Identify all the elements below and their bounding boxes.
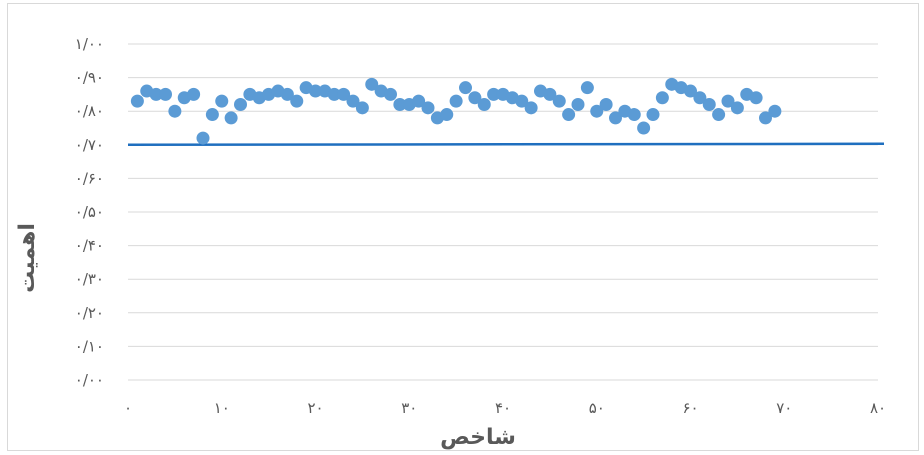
data-point <box>327 87 341 101</box>
y-tick-label: ۰/۲۰ <box>75 304 104 322</box>
data-point <box>224 111 238 125</box>
data-point <box>168 104 182 118</box>
data-point <box>477 97 491 111</box>
data-point <box>759 111 772 125</box>
x-tick-label: ۶۰ <box>682 399 698 417</box>
y-tick-labels: ۰/۰۰ ۰/۱۰ ۰/۲۰ ۰/۳۰ ۰/۴۰ ۰/۵۰ ۰/۶۰ ۰/۷۰ ۰/۸۰ ۰/۹۰… <box>75 35 104 389</box>
data-point <box>280 87 294 101</box>
data-point <box>355 101 369 115</box>
data-point <box>543 87 557 101</box>
data-point <box>421 101 435 115</box>
x-tick-label: ۸۰ <box>870 399 886 417</box>
y-tick-label: ۰/۱۰ <box>75 337 104 355</box>
data-point <box>149 87 163 101</box>
data-point <box>721 94 735 108</box>
x-tick-label: ۱۰ <box>214 399 230 417</box>
threshold-line <box>127 142 885 147</box>
data-point <box>749 91 763 105</box>
data-point <box>599 97 613 111</box>
data-point <box>449 94 463 108</box>
y-tick-label: ۰/۸۰ <box>75 102 104 120</box>
data-point <box>627 108 641 122</box>
y-tick-label: ۰/۳۰ <box>75 270 104 288</box>
data-point <box>459 81 472 95</box>
x-tick-label: ۳۰ <box>401 399 417 417</box>
data-point <box>637 121 651 135</box>
y-tick-label: ۰/۵۰ <box>75 203 104 221</box>
data-point <box>337 87 351 101</box>
data-point <box>646 108 660 122</box>
data-point <box>196 131 210 145</box>
data-point <box>590 104 604 118</box>
gridlines <box>128 43 878 381</box>
data-point <box>552 94 566 108</box>
data-point <box>768 104 782 118</box>
data-point <box>515 94 529 108</box>
data-point <box>655 91 669 105</box>
y-tick-label: ۰/۹۰ <box>75 69 104 87</box>
data-point <box>571 97 585 111</box>
data-point <box>393 97 407 111</box>
data-point <box>215 94 229 108</box>
y-axis-title: اهمیت <box>15 223 40 293</box>
threshold-line-path <box>127 142 885 147</box>
x-tick-label: ۲۰ <box>307 399 323 417</box>
data-point <box>609 111 622 125</box>
data-point <box>562 108 576 122</box>
data-point <box>684 84 697 98</box>
data-point <box>159 87 172 101</box>
y-tick-label: ۰/۷۰ <box>75 136 104 154</box>
data-point <box>487 87 501 101</box>
y-tick-label: ۰/۴۰ <box>75 237 104 255</box>
x-axis-title: شاخص <box>440 425 516 450</box>
data-point <box>365 77 379 91</box>
data-point <box>384 87 397 101</box>
y-tick-label: ۰/۰۰ <box>75 371 104 389</box>
data-point <box>693 91 707 105</box>
data-point <box>730 101 744 115</box>
x-tick-label: ۵۰ <box>589 399 605 417</box>
data-point <box>702 97 716 111</box>
data-point <box>412 94 426 108</box>
data-point <box>468 91 482 105</box>
x-tick-label: ۴۰ <box>495 399 511 417</box>
data-point <box>187 87 201 101</box>
data-point <box>205 108 219 122</box>
x-tick-label: ۷۰ <box>776 399 792 417</box>
y-tick-label: ۰/۶۰ <box>75 169 104 187</box>
data-point <box>309 84 322 98</box>
data-point <box>440 108 454 122</box>
data-point <box>524 101 538 115</box>
data-point <box>346 94 360 108</box>
data-points <box>130 77 782 145</box>
data-point <box>130 94 144 108</box>
data-point <box>290 94 304 108</box>
data-point <box>234 97 247 111</box>
x-tick-label: ۰ <box>124 399 132 417</box>
data-point <box>712 108 726 122</box>
x-tick-labels: ۰ ۱۰ ۲۰ ۳۰ ۴۰ ۵۰ ۶۰ ۷۰ ۸۰ <box>124 399 886 417</box>
data-point <box>580 81 594 95</box>
y-tick-label: ۱/۰۰ <box>75 35 104 53</box>
